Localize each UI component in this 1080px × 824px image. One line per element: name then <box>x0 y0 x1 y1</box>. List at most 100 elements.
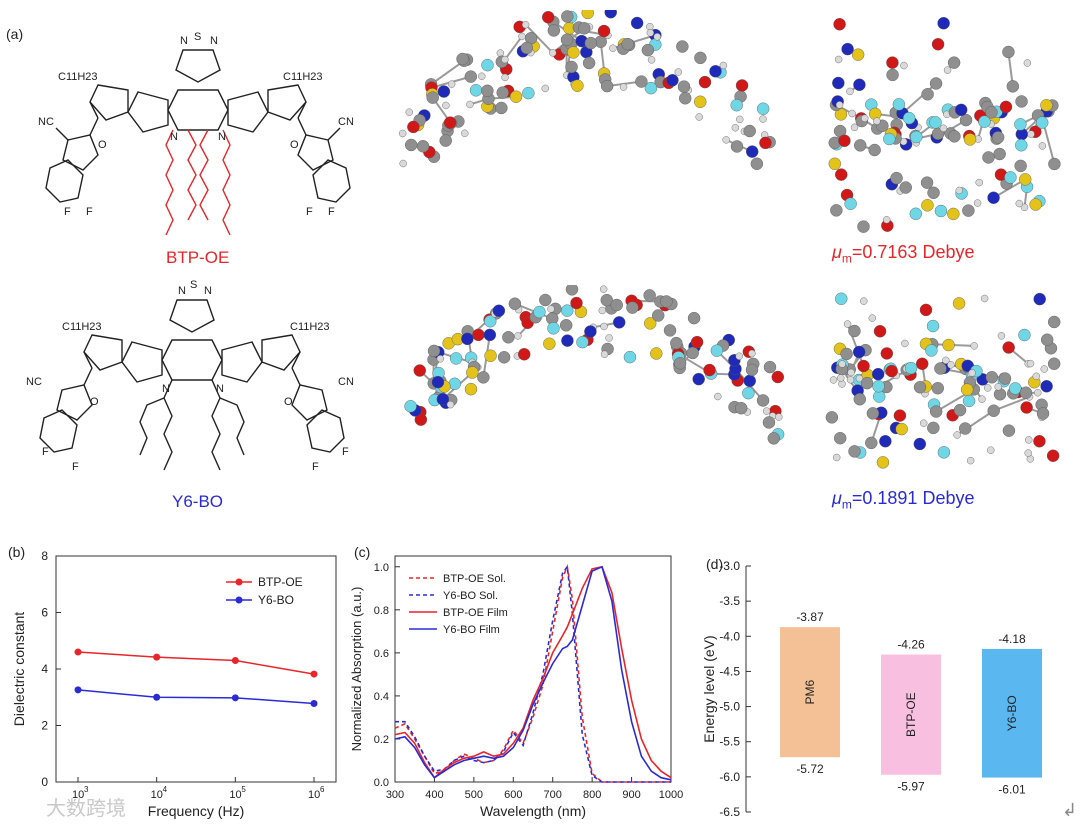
atom <box>399 159 407 168</box>
atom <box>1032 372 1040 380</box>
atom <box>646 22 654 31</box>
atom <box>518 32 526 41</box>
y6-nc-left: NC <box>26 376 42 388</box>
legend-label: Y6-BO Film <box>443 624 500 636</box>
y6-o-right: O <box>284 396 293 408</box>
atom <box>520 41 533 55</box>
bond <box>993 395 1030 412</box>
atom <box>522 86 535 100</box>
atom <box>581 10 594 20</box>
x-tick-label: 700 <box>544 789 562 801</box>
atom <box>518 348 531 361</box>
atom <box>947 56 961 69</box>
atom <box>541 84 549 93</box>
atom <box>1026 359 1035 368</box>
atom <box>509 90 523 103</box>
atom <box>852 345 866 359</box>
x-tick-label: 300 <box>386 789 404 801</box>
atom <box>968 369 976 377</box>
atom <box>934 362 947 375</box>
atom <box>604 10 617 19</box>
atom <box>1002 424 1016 437</box>
atom <box>1046 449 1060 462</box>
atom <box>730 140 744 153</box>
atom <box>873 117 881 125</box>
atom <box>426 91 439 104</box>
atom <box>929 77 943 90</box>
atom <box>934 204 948 218</box>
atom <box>561 10 574 23</box>
atom <box>481 84 494 98</box>
lumo-label: -4.18 <box>998 632 1026 646</box>
x-axis-label: Wavelength (nm) <box>480 803 586 819</box>
atom <box>673 357 687 370</box>
atom <box>963 133 977 146</box>
atom <box>413 364 426 377</box>
atom <box>736 115 744 124</box>
y-axis-label: Dielectric constant <box>11 612 27 726</box>
bond <box>430 59 465 86</box>
legend-label: Y6-BO <box>258 593 294 607</box>
atom <box>985 371 999 384</box>
atom <box>644 317 657 330</box>
atom <box>502 331 515 344</box>
atom <box>690 335 704 349</box>
data-point <box>231 694 239 702</box>
atom <box>1014 118 1027 131</box>
atom <box>833 431 847 445</box>
lumo-label: -4.26 <box>897 638 925 652</box>
atom <box>676 40 689 53</box>
atom <box>619 83 628 91</box>
atom <box>521 21 530 29</box>
atom <box>1038 142 1047 150</box>
atom <box>767 432 780 445</box>
atom <box>719 61 728 70</box>
legend-marker <box>235 578 243 586</box>
atom <box>542 11 555 24</box>
atom <box>582 56 596 70</box>
atom <box>1040 333 1054 346</box>
atom <box>477 371 490 384</box>
atom <box>514 332 522 340</box>
atom <box>735 352 743 360</box>
atom <box>735 79 749 92</box>
atom <box>978 115 991 128</box>
data-point <box>74 648 82 656</box>
atom <box>910 130 923 144</box>
atom <box>895 422 908 436</box>
atom <box>830 204 843 217</box>
atom <box>547 322 560 335</box>
atom <box>848 109 856 118</box>
btp-alkyl-right: C11H23 <box>283 71 323 83</box>
atom <box>464 70 478 83</box>
y6-f-left-1: F <box>42 446 49 458</box>
atom <box>436 393 450 406</box>
atom <box>660 295 673 308</box>
atom <box>1040 99 1053 112</box>
atom <box>1019 173 1032 186</box>
atom <box>975 178 983 187</box>
x-axis-label: Frequency (Hz) <box>148 803 244 819</box>
atom <box>481 58 494 72</box>
y-tick-label: 8 <box>41 549 48 563</box>
series-line-BTP-OE Sol. <box>394 563 671 783</box>
atom <box>404 400 417 413</box>
x-tick-label: 10 <box>151 789 163 801</box>
btp-s-label-1: S <box>194 31 201 43</box>
atom <box>962 204 975 217</box>
atom <box>763 360 777 374</box>
atom <box>464 382 478 396</box>
atom <box>850 123 859 132</box>
atom <box>848 324 861 338</box>
atom <box>670 336 683 350</box>
atom <box>466 100 474 109</box>
atom <box>449 352 463 365</box>
atom <box>916 357 929 371</box>
btp-f-left-1: F <box>64 206 71 218</box>
y-axis-label: Energy level (eV) <box>701 635 717 742</box>
energy-level-chart: -3.0 -3.5 -4.0 -4.5 -5.0 -5.5 -6.0 -6.5 Energy l… <box>701 559 1042 819</box>
atom <box>847 368 855 377</box>
y6-cn-right: CN <box>338 376 354 388</box>
y-tick-label: 6 <box>41 606 48 620</box>
atom <box>436 355 445 363</box>
